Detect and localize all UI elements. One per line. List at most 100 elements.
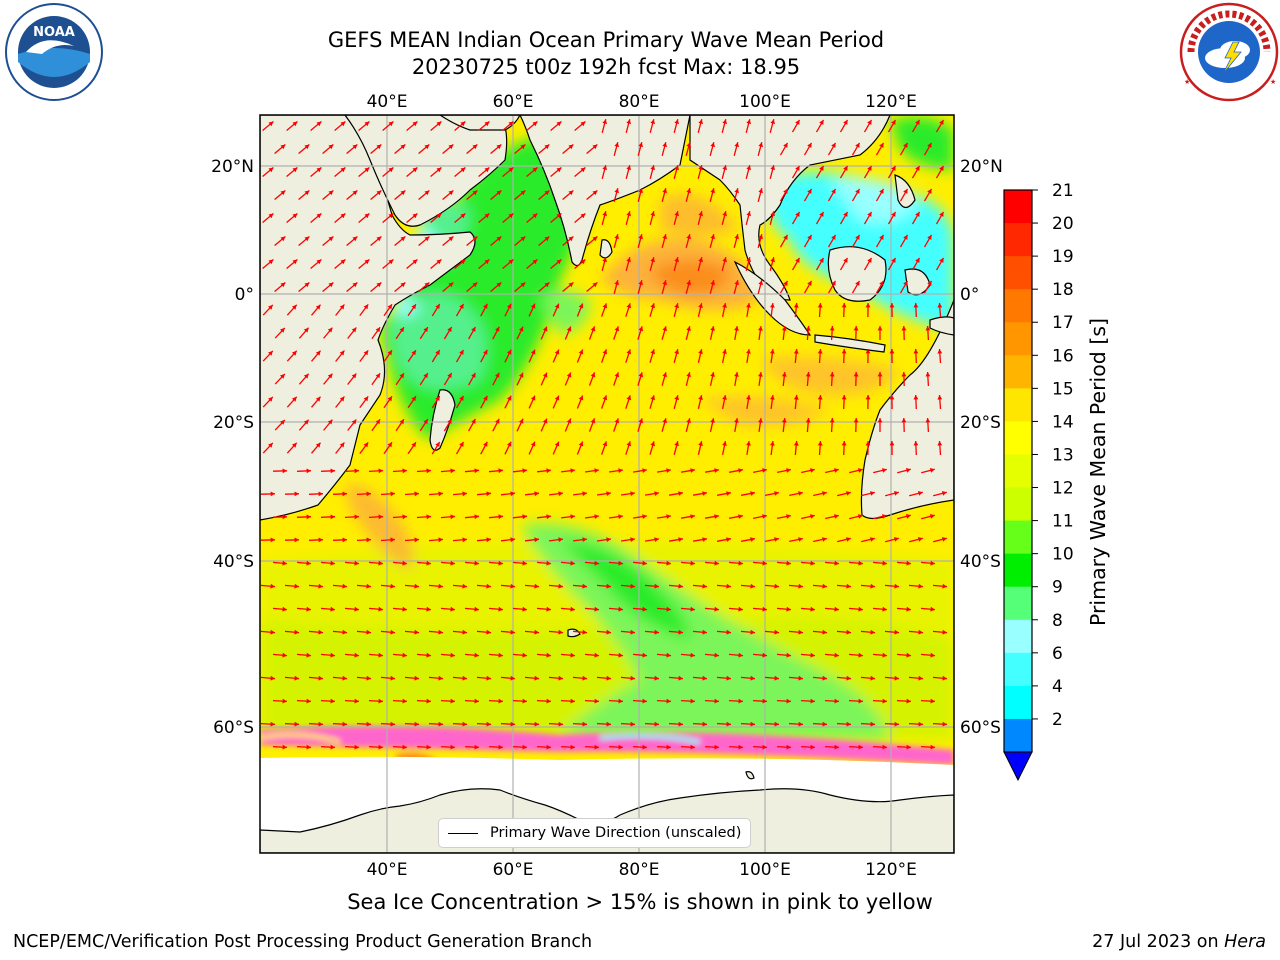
wave-direction-arrowhead — [522, 560, 527, 566]
wave-direction-arrowhead — [414, 675, 419, 681]
wave-direction-arrowhead — [460, 259, 466, 265]
wave-direction-arrowhead — [582, 629, 587, 635]
colorbar-tick-label: 14 — [1052, 412, 1074, 432]
wave-direction-arrowhead — [306, 560, 311, 566]
wave-direction-arrowhead — [793, 303, 799, 308]
wave-direction-arrowhead — [472, 236, 478, 242]
wave-direction-arrowhead — [580, 167, 586, 173]
wave-direction-arrowhead — [714, 698, 719, 704]
wave-direction-arrowhead — [722, 257, 727, 263]
wave-direction-arrowhead — [327, 373, 333, 379]
wave-direction-arrowhead — [870, 491, 875, 496]
wave-direction-arrowhead — [578, 303, 584, 309]
wave-direction-arrowhead — [918, 675, 923, 681]
wave-direction-arrowhead — [650, 119, 655, 125]
wave-direction-arrowhead — [793, 395, 799, 400]
wave-direction-arrowhead — [534, 675, 539, 681]
wave-direction-arrowhead — [519, 372, 524, 378]
wave-direction-arrowhead — [294, 629, 299, 635]
colorbar-segment — [1004, 190, 1032, 224]
wave-direction-arrowhead — [459, 395, 464, 401]
colorbar-tick-label: 15 — [1052, 379, 1074, 399]
wave-direction-arrowhead — [662, 234, 667, 240]
wave-direction-arrowhead — [330, 652, 335, 658]
wave-direction-arrowhead — [810, 652, 815, 658]
wave-direction-arrowhead — [594, 744, 599, 750]
colorbar-tick-label: 21 — [1052, 181, 1074, 201]
wave-direction-arrowhead — [450, 698, 455, 704]
colorbar-tick-label: 10 — [1052, 545, 1074, 565]
wave-direction-arrowhead — [877, 326, 883, 331]
wave-direction-arrowhead — [315, 304, 321, 310]
svg-text:NOAA: NOAA — [33, 25, 75, 40]
wave-direction-arrowhead — [292, 167, 298, 173]
wave-direction-arrowhead — [746, 211, 751, 217]
wave-direction-arrowhead — [498, 744, 503, 750]
wave-direction-arrowhead — [270, 583, 275, 589]
wave-direction-arrowhead — [388, 121, 394, 127]
wave-direction-arrowhead — [834, 560, 839, 566]
wave-direction-arrowhead — [762, 468, 767, 473]
wave-direction-arrowhead — [519, 418, 524, 424]
wave-direction-arrowhead — [822, 491, 827, 496]
wave-direction-arrowhead — [315, 350, 321, 356]
wave-direction-arrowhead — [666, 560, 671, 566]
wave-direction-arrowhead — [901, 326, 907, 331]
wave-direction-arrowhead — [388, 213, 394, 219]
wave-direction-arrowhead — [566, 326, 572, 332]
wave-direction-arrowhead — [268, 167, 274, 173]
wave-direction-arrowhead — [438, 721, 443, 727]
wave-direction-arrowhead — [762, 652, 767, 658]
wave-direction-arrowhead — [674, 441, 679, 447]
wave-direction-arrowhead — [650, 165, 655, 171]
wave-direction-arrowhead — [462, 491, 467, 497]
wave-direction-arrowhead — [474, 698, 479, 704]
wave-direction-arrowhead — [351, 373, 357, 379]
wave-direction-arrowhead — [662, 142, 667, 148]
wave-direction-arrowhead — [882, 560, 887, 566]
wave-direction-arrowhead — [426, 652, 431, 658]
wave-direction-arrowhead — [702, 583, 707, 589]
wave-direction-arrowhead — [654, 675, 659, 681]
wave-direction-arrowhead — [858, 606, 863, 612]
left-lat-label: 20°S — [213, 413, 254, 433]
wave-direction-arrowhead — [438, 629, 443, 635]
wave-direction-arrowhead — [399, 419, 404, 425]
wave-direction-arrowhead — [282, 698, 287, 704]
wave-direction-arrowhead — [294, 491, 299, 497]
wave-direction-arrowhead — [556, 121, 562, 127]
wave-direction-arrowhead — [316, 259, 322, 265]
wave-direction-arrowhead — [903, 234, 908, 240]
wave-direction-arrowhead — [534, 629, 539, 635]
wave-direction-arrowhead — [855, 234, 860, 240]
wave-direction-arrowhead — [726, 583, 731, 589]
wave-direction-arrowhead — [342, 675, 347, 681]
wave-direction-arrowhead — [519, 326, 524, 332]
wave-direction-arrowhead — [363, 442, 369, 448]
wave-direction-arrowhead — [819, 211, 824, 217]
wave-direction-arrowhead — [846, 491, 851, 496]
wave-direction-arrowhead — [450, 744, 455, 750]
colorbar-tick-label: 9 — [1052, 578, 1063, 598]
wave-direction-arrowhead — [734, 142, 739, 148]
wave-direction-arrowhead — [786, 652, 791, 658]
wave-direction-arrowhead — [462, 629, 467, 635]
wave-direction-arrowhead — [602, 349, 608, 355]
wave-direction-arrowhead — [486, 491, 491, 497]
wave-direction-arrowhead — [894, 721, 899, 727]
top-lon-label: 80°E — [619, 92, 660, 112]
wave-direction-arrowhead — [770, 257, 775, 263]
svg-text:★: ★ — [1184, 78, 1190, 86]
wave-direction-arrowhead — [390, 583, 395, 589]
wave-direction-arrowhead — [642, 560, 647, 566]
wave-direction-arrowhead — [522, 744, 527, 750]
wave-direction-arrowhead — [268, 304, 273, 310]
wave-direction-arrowhead — [414, 721, 419, 727]
wave-direction-arrowhead — [702, 629, 707, 635]
wave-direction-arrowhead — [292, 350, 297, 356]
colorbar-segment — [1004, 388, 1032, 422]
wave-direction-arrowhead — [666, 744, 671, 750]
wave-direction-arrowhead — [580, 121, 586, 127]
wave-direction-arrowhead — [522, 606, 527, 612]
wave-direction-arrowhead — [414, 583, 419, 589]
